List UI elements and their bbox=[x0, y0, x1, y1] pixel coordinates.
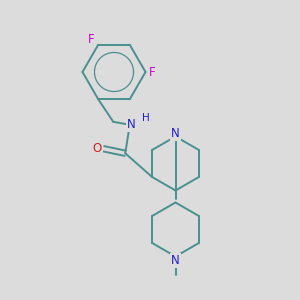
Text: F: F bbox=[149, 65, 155, 79]
Text: H: H bbox=[142, 113, 150, 123]
Text: N: N bbox=[127, 118, 136, 131]
Text: N: N bbox=[171, 254, 180, 267]
Text: N: N bbox=[171, 127, 180, 140]
Text: O: O bbox=[92, 142, 102, 155]
Text: F: F bbox=[88, 33, 95, 46]
